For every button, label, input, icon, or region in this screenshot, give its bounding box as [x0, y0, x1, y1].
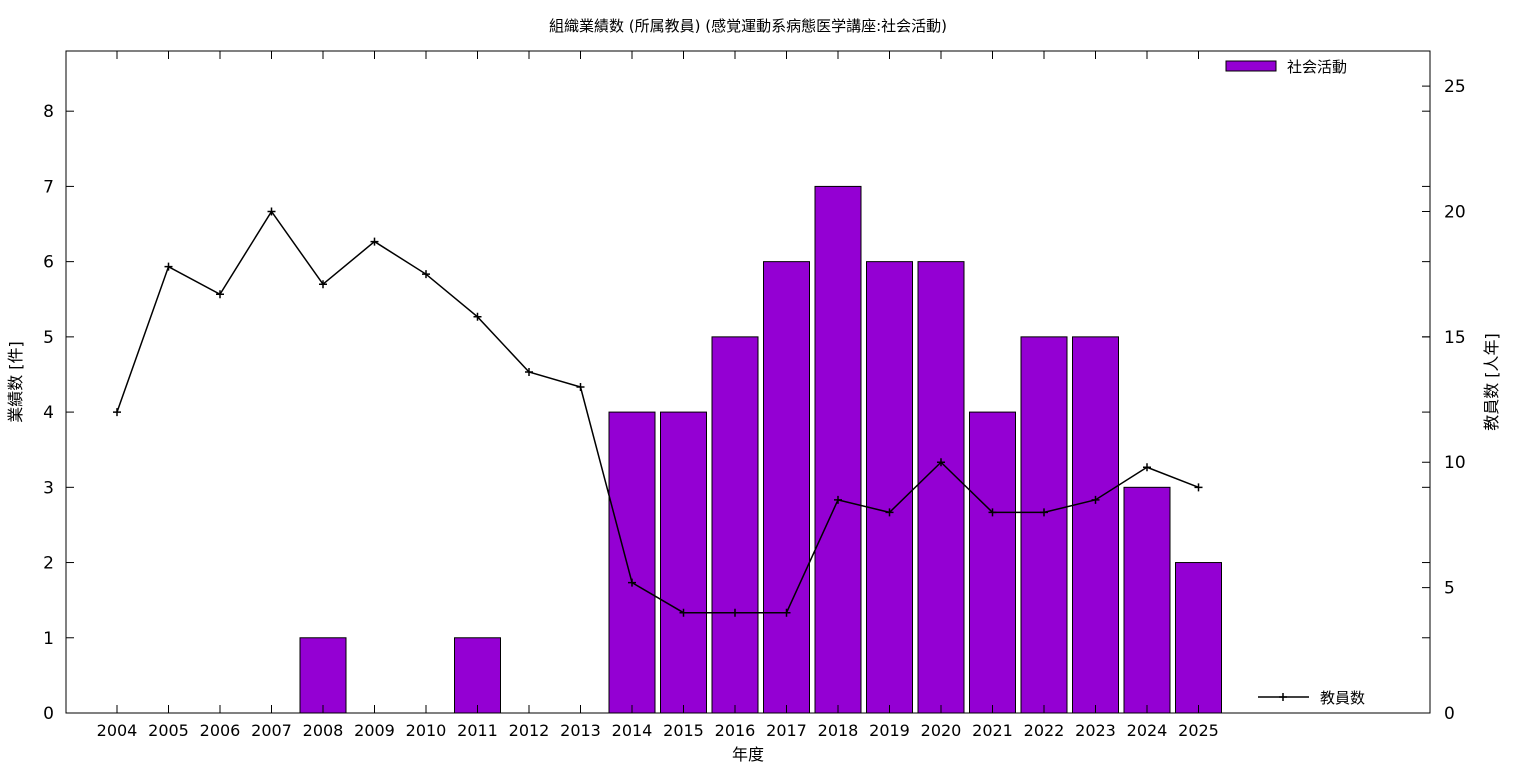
point-2007 [267, 207, 276, 216]
bar-2017 [763, 261, 810, 714]
y-tick-label: 0 [43, 704, 54, 724]
x-tick-label: 2025 [1178, 721, 1219, 740]
y2-tick-label: 20 [1444, 202, 1466, 222]
bar-2023 [1072, 336, 1119, 714]
bar-2014 [608, 411, 656, 714]
x-tick-label: 2024 [1127, 721, 1168, 740]
line-teachers [116, 210, 1199, 614]
y2-tick-label: 25 [1444, 77, 1466, 97]
point-2010 [422, 270, 430, 279]
point-2013 [576, 383, 585, 392]
x-tick-label: 2013 [560, 721, 601, 740]
y2-axis-label: 教員数 [人年] [1482, 333, 1501, 431]
point-2012 [525, 367, 533, 376]
point-2009 [370, 237, 379, 246]
y2-tick-label: 10 [1444, 453, 1466, 473]
point-2014 [628, 578, 636, 587]
bar-2022 [1020, 336, 1068, 714]
legend-line-marker [1279, 693, 1287, 701]
point-2008 [319, 280, 327, 289]
point-2017 [782, 608, 791, 617]
point-2021 [988, 508, 997, 517]
x-tick-label: 2005 [148, 721, 189, 740]
bar-2025 [1175, 562, 1222, 714]
point-2016 [731, 608, 739, 617]
bar-2018 [814, 185, 862, 714]
y-axis-label: 業績数 [件] [6, 341, 25, 423]
point-2019 [885, 508, 894, 517]
legend-bar-label: 社会活動 [1287, 58, 1347, 76]
y-tick-label: 5 [43, 328, 54, 348]
bar-2021 [969, 411, 1016, 714]
bar-2015 [660, 411, 707, 714]
y-tick-label: 1 [43, 629, 54, 649]
x-axis-label: 年度 [732, 745, 764, 764]
x-tick-label: 2017 [766, 721, 807, 740]
x-tick-label: 2019 [869, 721, 910, 740]
point-2020 [937, 458, 945, 467]
x-tick-label: 2008 [303, 721, 344, 740]
x-tick-label: 2023 [1075, 721, 1116, 740]
chart-title: 組織業績数 (所属教員) (感覚運動系病態医学講座:社会活動) [549, 17, 947, 35]
point-2005 [164, 262, 173, 271]
line-series [113, 207, 1203, 617]
x-tick-label: 2006 [200, 721, 241, 740]
x-tick-label: 2014 [612, 721, 653, 740]
x-tick-label: 2012 [509, 721, 550, 740]
y2-tick-label: 15 [1444, 328, 1466, 348]
x-tick-label: 2010 [406, 721, 447, 740]
legend-bar-swatch [1225, 60, 1277, 72]
point-2024 [1143, 463, 1151, 472]
point-2004 [113, 408, 121, 417]
x-tick-label: 2018 [818, 721, 859, 740]
y-tick-label: 3 [43, 478, 54, 498]
point-2025 [1194, 483, 1203, 492]
y2-tick-label: 0 [1444, 704, 1455, 724]
bar-2011 [454, 637, 501, 714]
y-tick-label: 7 [43, 177, 54, 197]
y-tick-label: 4 [43, 403, 54, 423]
bar-2008 [299, 637, 347, 714]
bar-2016 [711, 336, 759, 714]
x-tick-label: 2022 [1024, 721, 1065, 740]
point-2022 [1040, 508, 1048, 517]
x-tick-label: 2004 [97, 721, 138, 740]
bar-2020 [917, 261, 965, 714]
y-tick-label: 6 [43, 253, 54, 273]
x-tick-label: 2021 [972, 721, 1013, 740]
point-2011 [473, 312, 482, 321]
y-tick-label: 2 [43, 554, 54, 574]
x-tick-label: 2007 [251, 721, 292, 740]
x-tick-label: 2015 [663, 721, 704, 740]
x-tick-label: 2009 [354, 721, 395, 740]
x-tick-label: 2020 [921, 721, 962, 740]
bar-2024 [1123, 486, 1171, 714]
y2-tick-label: 5 [1444, 579, 1455, 599]
legend-line-label: 教員数 [1320, 689, 1365, 707]
point-2023 [1091, 495, 1100, 504]
plot-frame [65, 50, 1431, 714]
bar-2019 [866, 261, 913, 714]
point-2018 [834, 495, 842, 504]
x-tick-label: 2016 [715, 721, 756, 740]
x-tick-label: 2011 [457, 721, 498, 740]
point-2006 [216, 290, 224, 299]
bar-series [299, 185, 1222, 714]
y-tick-label: 8 [43, 102, 54, 122]
point-2015 [679, 608, 688, 617]
